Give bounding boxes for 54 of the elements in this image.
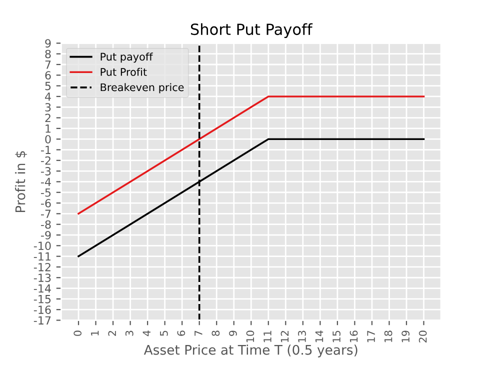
x-tick-label: 9	[229, 330, 237, 336]
x-tick-label: 19	[402, 330, 410, 342]
y-tick-label: 1	[46, 124, 50, 133]
x-tick-label: 10	[246, 330, 254, 342]
y-tick-label: -10	[34, 242, 51, 250]
y-tick-label: 3	[45, 103, 51, 112]
x-tick-label: 20	[418, 330, 427, 342]
x-tick-label: 15	[332, 330, 340, 342]
y-tick-label: -13	[34, 274, 51, 282]
y-tick-label: 4	[45, 92, 51, 101]
x-tick-label: 18	[384, 330, 392, 342]
y-tick-label: 2	[45, 114, 50, 122]
y-tick-label: 6	[45, 71, 51, 80]
y-tick-label: -16	[34, 306, 51, 314]
x-tick-label: 1	[91, 330, 99, 336]
y-tick-label: -8	[40, 220, 51, 229]
y-tick-label: -7	[40, 210, 51, 218]
y-tick-label: -2	[40, 156, 50, 165]
x-tick-label: 2	[108, 331, 116, 336]
x-tick-label: 6	[177, 330, 186, 336]
x-tick-label: 12	[280, 331, 289, 342]
x-tick-label: 5	[160, 330, 168, 336]
y-tick-label: -14	[34, 284, 51, 293]
x-tick-label: 16	[350, 330, 358, 342]
y-tick-label: -9	[40, 230, 51, 240]
x-axis-title: Asset Price at Time T (0.5 years)	[144, 344, 358, 358]
legend-label: Put payoff	[100, 52, 153, 63]
y-tick-label: -11	[34, 252, 50, 261]
y-tick-label: 7	[45, 60, 51, 69]
y-axis-title: Profit in $	[15, 151, 28, 212]
y-tick-label: 8	[45, 50, 51, 58]
legend-label: Put Profit	[100, 68, 147, 76]
y-tick-label: 9	[45, 39, 51, 48]
y-tick-label: 0	[45, 135, 51, 144]
x-tick-label: 8	[212, 330, 220, 336]
x-tick-label: 14	[315, 330, 324, 342]
y-tick-label: -15	[34, 295, 51, 304]
y-tick-label: -1	[40, 146, 50, 154]
x-tick-label: 3	[125, 330, 134, 336]
x-tick-label: 0	[74, 330, 82, 336]
y-tick-label: -12	[34, 262, 50, 272]
x-tick-label: 17	[367, 330, 375, 342]
x-tick-label: 7	[194, 330, 202, 336]
x-tick-label: 11	[264, 330, 272, 342]
chart-title: Short Put Payoff	[190, 23, 313, 38]
y-tick-label: -6	[40, 199, 51, 208]
ref-line-label: Breakeven price	[100, 83, 184, 94]
y-tick-label: -5	[40, 188, 51, 197]
y-tick-label: -3	[40, 167, 51, 176]
y-tick-label: -17	[34, 316, 51, 324]
x-tick-label: 4	[142, 330, 150, 336]
y-tick-label: 5	[45, 82, 51, 90]
y-tick-label: -4	[40, 178, 51, 186]
x-tick-label: 13	[298, 330, 306, 342]
